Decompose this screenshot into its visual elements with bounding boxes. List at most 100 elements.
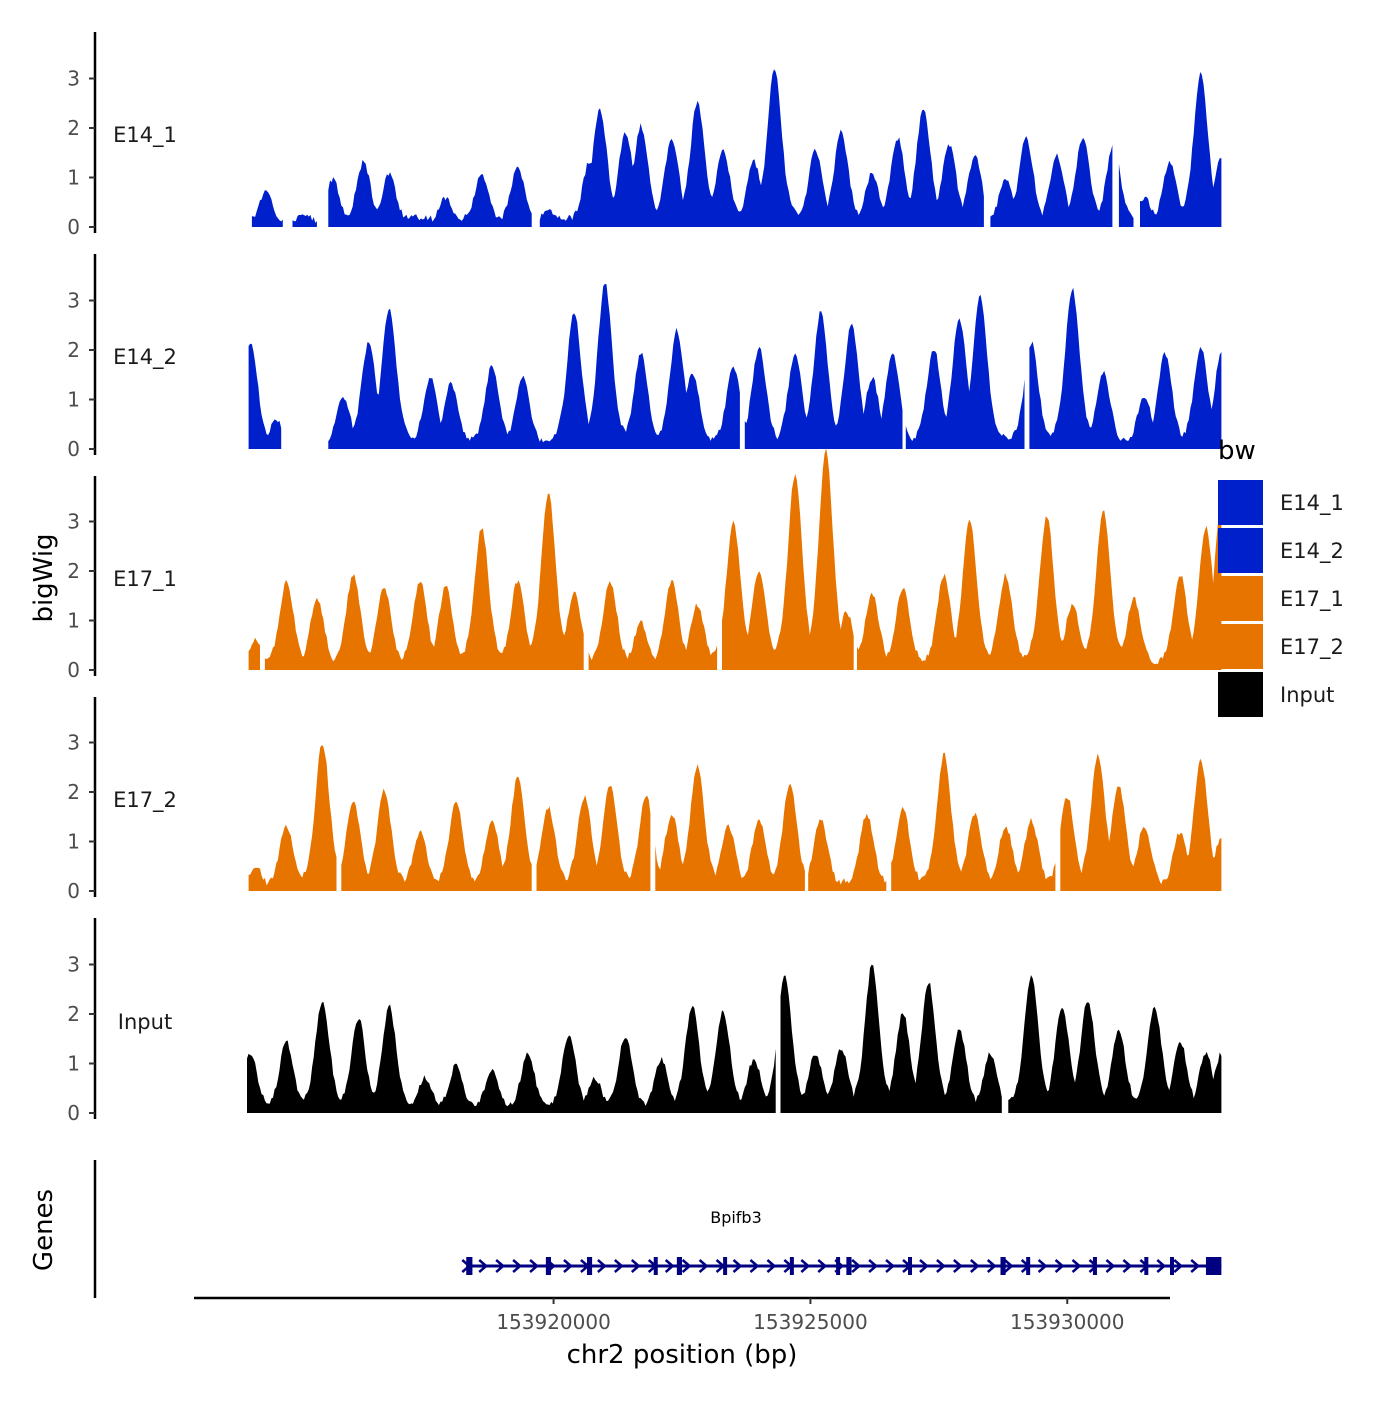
legend-item-e17-2: E17_2 [1218,624,1344,669]
strand-arrow [766,1259,777,1273]
signal-area-e17-1-segment-3 [588,579,718,670]
signal-area-e14-1-segment-4 [539,69,984,227]
strand-arrow [614,1259,624,1273]
y-axis-input: 0 1 2 3 [67,918,97,1125]
strand-arrow [817,1259,828,1273]
gene-exon-2 [545,1257,552,1275]
legend-label-e14-1: E14_1 [1280,491,1344,516]
x-axis-ticks: 153920000 153925000 153930000 [496,1298,1125,1334]
y-tick-label-e14-2-3: 3 [67,289,80,313]
strand-arrow [664,1259,675,1273]
legend-item-e17-1: E17_1 [1218,576,1344,621]
gene-exon-13 [1092,1257,1097,1275]
signal-area-e14-2-segment-4 [905,294,1025,449]
y-tick-label-e17-1-1: 1 [67,609,80,633]
gene-exon-11 [1000,1257,1006,1275]
strand-arrow [868,1259,879,1273]
y-tick-label-e14-2-0: 0 [67,437,80,461]
gene-exon-7 [789,1257,794,1275]
strand-arrow [512,1259,523,1273]
strand-arrow [732,1259,743,1273]
legend-swatch-e14-1 [1218,480,1263,525]
strand-arrow [1190,1259,1201,1273]
strand-arrow [529,1259,539,1273]
gene-exon-6 [723,1257,728,1275]
strand-arrow [1173,1259,1184,1273]
signal-area-e17-2-segment-3 [536,786,651,891]
y-tick-label-input-1: 1 [67,1052,80,1076]
legend-label-e17-1: E17_1 [1280,587,1344,612]
track-label-e14-1: E14_1 [113,123,177,148]
signal-area-e14-1-segment-3 [328,159,532,227]
legend-item-input: Input [1218,672,1334,717]
signal-area-e14-2-segment-1 [248,343,282,449]
strand-arrow [630,1259,641,1273]
gene-exon-5 [676,1257,682,1275]
legend-label-e14-2: E14_2 [1280,539,1344,564]
strand-arrow [1037,1259,1048,1273]
track-area-e17-2 [248,745,1222,891]
y-tick-label-input-3: 3 [67,953,80,977]
strand-arrow [478,1259,489,1273]
gene-exon-9 [846,1257,852,1275]
signal-area-e14-2-segment-5 [1029,287,1222,449]
strand-arrow [936,1259,946,1273]
signal-area-e14-2-segment-2 [328,283,740,449]
signal-area-e17-1-segment-2 [264,493,584,670]
signal-area-e14-1-segment-7 [1140,72,1222,227]
strand-arrow [749,1259,760,1273]
y-tick-label-e17-2-1: 1 [67,830,80,854]
y-tick-label-e14-1-0: 0 [67,215,80,239]
strand-arrow [800,1259,811,1273]
gene-exon-3 [586,1257,593,1275]
signal-area-e17-2-segment-7 [1060,753,1222,891]
legend-swatch-input [1218,672,1263,717]
legend-title: bw [1218,436,1256,466]
gene-model [461,1257,1222,1275]
x-tick-label-3: 153930000 [1010,1310,1125,1334]
strand-arrow [1156,1259,1167,1273]
strand-arrow [953,1259,963,1273]
strand-arrow [1054,1259,1065,1273]
signal-area-e14-1-segment-2 [292,214,317,227]
track-panel-input: Input 0 1 2 3 [67,918,1222,1125]
strand-arrow [851,1259,862,1273]
signal-area-input-segment-1 [247,1002,776,1113]
legend-swatch-e14-2 [1218,528,1263,573]
signal-area-e17-2-segment-1 [248,745,337,891]
track-panel-e14-2: E14_2 0 1 2 3 [67,254,1222,461]
gene-exon-15 [1170,1257,1174,1275]
y-tick-label-e17-1-3: 3 [67,510,80,534]
signal-area-e14-2-segment-3 [744,311,903,449]
y-axis-title: bigWig [29,533,59,622]
strand-arrow [563,1259,573,1273]
legend-item-e14-2: E14_2 [1218,528,1344,573]
signal-area-e17-1-segment-4 [722,448,854,670]
x-tick-label-1: 153920000 [496,1310,611,1334]
y-axis-e17-2: 0 1 2 3 [67,697,97,903]
y-tick-label-e17-1-2: 2 [67,559,80,583]
x-axis-title: chr2 position (bp) [567,1340,798,1370]
track-label-e17-1: E17_1 [113,567,177,592]
y-tick-label-e14-1-3: 3 [67,67,80,91]
y-tick-label-e14-1-2: 2 [67,116,80,140]
signal-area-e14-1-segment-6 [1118,163,1134,227]
track-label-e17-2: E17_2 [113,788,177,813]
y-tick-label-input-0: 0 [67,1101,80,1125]
gene-exon-12 [1026,1257,1031,1275]
track-area-input [247,964,1222,1113]
y-tick-label-e14-1-1: 1 [67,166,80,190]
y-axis-e14-1: 0 1 2 3 [67,32,97,239]
signal-area-e14-1-segment-5 [990,136,1113,227]
track-panel-e17-2: E17_2 0 1 2 3 [67,697,1222,903]
gene-exon-10 [908,1257,913,1275]
legend: bw E14_1 E14_2 E17_1 E17_2 Input [1218,436,1344,717]
legend-label-e17-2: E17_2 [1280,635,1344,660]
strand-arrow [1071,1259,1082,1273]
gene-exon-4 [653,1257,658,1275]
strand-arrow [495,1259,506,1273]
track-panel-e17-1: E17_1 0 1 2 3 [67,448,1222,682]
legend-item-e14-1: E14_1 [1218,480,1344,525]
gene-panel-title: Genes [29,1189,59,1271]
